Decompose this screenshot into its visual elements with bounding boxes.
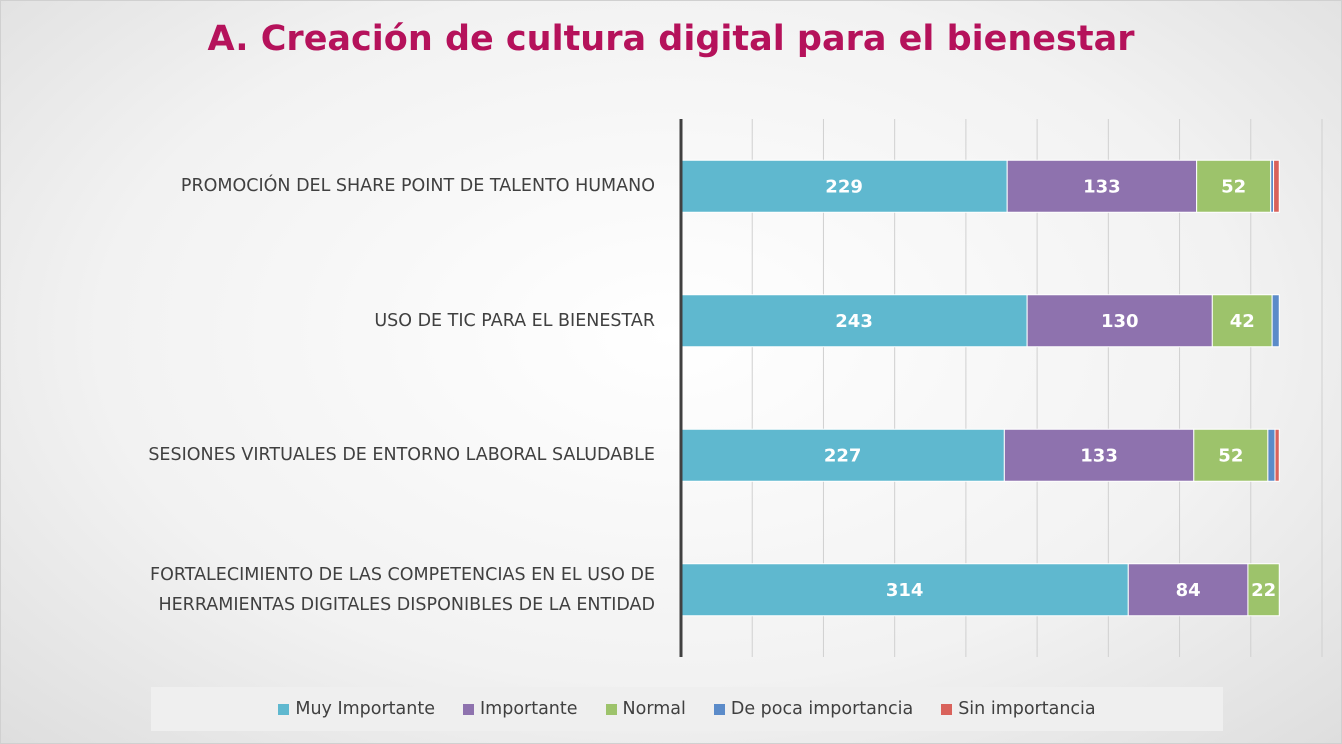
legend-swatch xyxy=(605,703,617,715)
legend-label: Importante xyxy=(480,699,578,719)
legend-label: Normal xyxy=(622,699,686,719)
data-label: 52 xyxy=(1218,445,1243,466)
bar-segment xyxy=(1196,159,1272,213)
bar-segment xyxy=(1267,428,1276,482)
legend-swatch xyxy=(941,703,953,715)
data-label: 133 xyxy=(1083,176,1121,197)
bar-segment xyxy=(1193,428,1269,482)
bar-segment xyxy=(1006,159,1198,213)
bar-segment xyxy=(1003,428,1195,482)
data-label: 314 xyxy=(886,580,924,601)
bar-segment xyxy=(1271,294,1280,348)
legend-label: De poca importancia xyxy=(730,699,914,719)
legend: Muy Importante Importante Normal De poca im… xyxy=(151,687,1223,731)
category-label: SESIONES VIRTUALES DE ENTORNO LABORAL SA… xyxy=(148,445,655,466)
category-label: FORTALECIMIENTO DE LAS COMPETENCIAS EN E… xyxy=(150,564,655,615)
legend-item: Muy Importante xyxy=(278,699,435,719)
chart-title: A. Creación de cultura digital para el b… xyxy=(207,19,1135,59)
legend-item: Importante xyxy=(463,699,578,719)
data-label: 42 xyxy=(1230,311,1255,332)
data-label: 22 xyxy=(1251,580,1276,601)
legend-label: Sin importancia xyxy=(958,699,1096,719)
bar-segment xyxy=(680,428,1005,482)
bar-segment xyxy=(1026,294,1213,348)
data-label: 130 xyxy=(1101,311,1139,332)
bar-segment xyxy=(680,159,1008,213)
bar-segment xyxy=(1273,159,1280,213)
legend-item: Normal xyxy=(605,699,686,719)
legend-item: De poca importancia xyxy=(713,699,914,719)
legend-swatch xyxy=(713,703,725,715)
legend-label: Muy Importante xyxy=(295,699,435,719)
data-label: 229 xyxy=(825,176,863,197)
legend-item: Sin importancia xyxy=(941,699,1096,719)
data-label: 133 xyxy=(1080,445,1118,466)
bar-segment xyxy=(1247,563,1280,617)
data-label: 227 xyxy=(824,445,862,466)
bar-segment xyxy=(1274,428,1280,482)
data-label: 84 xyxy=(1176,580,1201,601)
category-label: USO DE TIC PARA EL BIENESTAR xyxy=(374,310,655,331)
bar-segment xyxy=(1127,563,1249,617)
bar-segment xyxy=(1211,294,1273,348)
bar-segment xyxy=(680,563,1129,617)
legend-swatch xyxy=(463,703,474,715)
legend-swatch xyxy=(278,703,290,715)
bar-segment xyxy=(680,294,1028,348)
category-label: PROMOCIÓN DEL SHARE POINT DE TALENTO HUM… xyxy=(180,176,655,197)
data-label: 243 xyxy=(835,311,873,332)
data-label: 52 xyxy=(1221,176,1246,197)
